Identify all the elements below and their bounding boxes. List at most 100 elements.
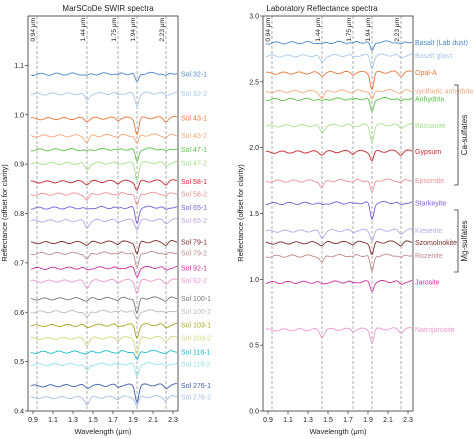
series-line: [30, 191, 178, 206]
y-tick-label: 1.5: [249, 211, 259, 218]
series-label: Sol 47-2: [181, 161, 207, 168]
x-tick-label: 1.5: [88, 417, 98, 424]
series-label: Kieserite: [415, 228, 442, 235]
mg-sulfates-group-label: Mg-sulfates: [460, 220, 469, 261]
series-label: Sol 103-2: [181, 335, 211, 342]
band-label: 1.75 μm: [346, 18, 353, 42]
x-tick-label: 1.5: [323, 417, 333, 424]
series-line: [30, 278, 178, 295]
series-label: synthetic anhydrite: [415, 89, 473, 96]
x-tick-label: 1.3: [68, 417, 78, 424]
y-tick-label: 0.7: [14, 260, 24, 267]
x-tick-label: 2.3: [403, 417, 413, 424]
series-line: [31, 179, 178, 191]
series-label: Sol 32-1: [181, 71, 207, 78]
series-label: Sol 65-2: [181, 218, 207, 225]
right-ylabel: Reflectance (offset for clarity): [236, 164, 245, 262]
series-label: Sol 100-1: [181, 296, 211, 303]
series-line: [30, 349, 178, 360]
x-tick-label: 1.7: [343, 417, 353, 424]
x-tick-label: 2.1: [383, 417, 393, 424]
series-line: [30, 251, 178, 269]
y-tick-label: 0.9: [14, 162, 24, 169]
series-label: Sol 103-1: [181, 323, 211, 330]
series-label: Opal-A: [415, 70, 437, 77]
right-plot-frame: [262, 15, 414, 412]
series-label: Sol 43-1: [181, 116, 207, 123]
series-line: [265, 40, 413, 52]
y-tick-label: 2.5: [249, 79, 259, 86]
x-tick-label: 1.3: [303, 417, 313, 424]
band-label: 0.94 μm: [30, 18, 37, 42]
x-tick-label: 1.7: [108, 417, 118, 424]
series-line: [265, 89, 413, 100]
ca-sulfates-bracket: [454, 84, 459, 186]
series-line: [30, 133, 178, 144]
series-label: Sol 92-2: [181, 278, 207, 285]
series-label: Sol 58-2: [181, 191, 207, 198]
series-label: Jarosite: [415, 279, 440, 286]
y-tick-label: 0.6: [14, 310, 24, 317]
series-line: [30, 395, 178, 407]
series-label: Sol 276-1: [181, 383, 211, 390]
left-chart-title: MarSCoDe SWIR spectra: [62, 4, 154, 13]
series-line: [30, 147, 178, 162]
y-tick-label: 0.5: [249, 343, 259, 350]
right-chart-title: Laboratory Reflectance spectra: [266, 4, 378, 13]
mg-sulfates-bracket: [454, 209, 459, 273]
ca-sulfates-group-label: Ca-sulfates: [460, 115, 469, 155]
series-line: [31, 335, 178, 355]
series-line: [30, 322, 178, 340]
y-tick-label: 1.0: [249, 277, 259, 284]
series-line: [30, 309, 178, 321]
band-label: 1.44 μm: [315, 18, 322, 42]
series-line: [30, 383, 178, 404]
series-label: Sol 118-2: [181, 362, 211, 369]
series-label: Sol 100-2: [181, 309, 211, 316]
band-label: 2.23 μm: [159, 18, 166, 42]
series-line: [30, 205, 178, 225]
series-line: [266, 149, 413, 162]
series-label: Natrojarosite: [415, 327, 455, 334]
band-label: 1.94 μm: [130, 18, 137, 42]
series-line: [265, 253, 413, 272]
series-line: [30, 362, 178, 378]
y-tick-label: 0.5: [14, 359, 24, 366]
series-label: Sol 276-2: [181, 395, 211, 402]
series-label: Sol 118-1: [181, 349, 211, 356]
series-label: Starkeyite: [415, 200, 446, 207]
series-line: [30, 71, 178, 83]
y-tick-label: 0.0: [249, 409, 259, 416]
series-line: [30, 160, 178, 181]
series-label: Bassanite: [415, 123, 446, 130]
series-line: [30, 296, 178, 315]
series-label: Sol 47-1: [181, 147, 207, 154]
series-line: [265, 327, 413, 344]
right-chart: Laboratory Reflectance spectra 0.94 μm 1.…: [236, 4, 473, 436]
left-xlabel: Wavelength (μm): [75, 427, 132, 436]
y-tick-label: 1.0: [14, 112, 24, 119]
series-line: [265, 70, 413, 91]
x-tick-label: 1.9: [363, 417, 373, 424]
band-label: 1.75 μm: [111, 18, 118, 42]
x-tick-label: 2.3: [168, 417, 178, 424]
y-tick-label: 0.8: [14, 211, 24, 218]
series-line: [265, 53, 413, 70]
series-label: Sol 32-2: [181, 91, 207, 98]
series-line: [265, 178, 412, 193]
series-line: [265, 96, 413, 113]
series-line: [30, 265, 178, 278]
x-tick-label: 0.9: [263, 417, 273, 424]
series-line: [30, 240, 178, 255]
series-label: Sol 79-1: [181, 240, 207, 247]
series-label: Sol 65-1: [181, 205, 207, 212]
series-line: [265, 200, 413, 221]
series-line: [265, 279, 413, 293]
series-label: Basalt glass: [415, 53, 453, 60]
x-tick-label: 2.1: [148, 417, 158, 424]
band-label: 1.44 μm: [80, 18, 87, 42]
series-label: Epsomite: [415, 178, 444, 185]
series-label: Sol 79-2: [181, 251, 207, 258]
y-tick-label: 3.0: [249, 14, 259, 21]
